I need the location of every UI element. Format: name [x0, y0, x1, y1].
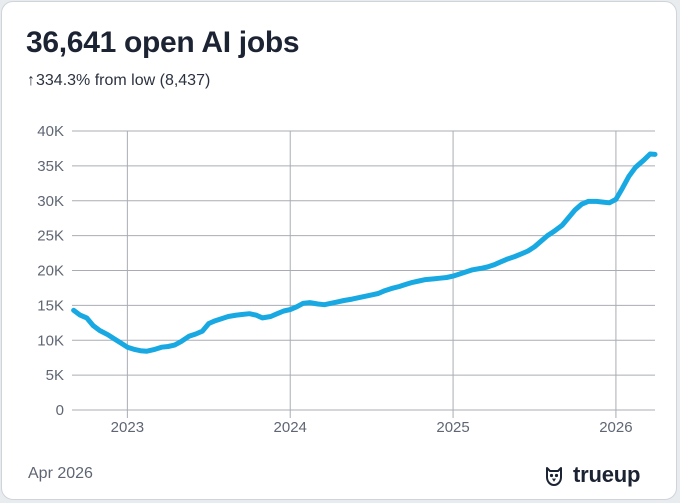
x-tick-label: 2025 [436, 419, 469, 436]
owl-icon [546, 467, 562, 486]
y-tick-label: 10K [37, 332, 64, 349]
as-of-date: Apr 2026 [28, 465, 93, 482]
y-tick-label: 5K [46, 367, 64, 384]
change-text: 334.3% from low (8,437) [36, 72, 211, 89]
y-tick-label: 0 [56, 402, 64, 419]
x-tick-label: 2026 [599, 419, 632, 436]
y-tick-label: 25K [37, 228, 64, 245]
y-tick-label: 15K [37, 297, 64, 314]
x-tick-label: 2023 [111, 419, 144, 436]
y-tick-label: 35K [37, 158, 64, 175]
change-summary: ↑334.3% from low (8,437) [27, 72, 210, 90]
brand-name: trueup [573, 462, 641, 487]
series-line [71, 151, 658, 354]
brand-logo[interactable]: trueup [543, 462, 640, 488]
y-tick-label: 40K [37, 123, 64, 140]
up-arrow-icon: ↑ [27, 72, 35, 89]
x-tick-label: 2024 [274, 419, 307, 436]
y-tick-label: 20K [37, 263, 64, 280]
chart-title: 36,641 open AI jobs [26, 26, 300, 59]
y-tick-label: 30K [37, 193, 64, 210]
